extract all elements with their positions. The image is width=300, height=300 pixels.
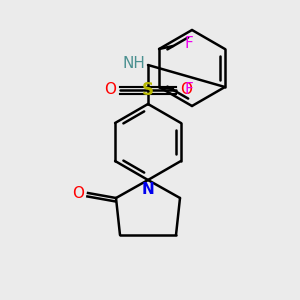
Text: F: F — [185, 82, 194, 98]
Text: O: O — [72, 185, 84, 200]
Text: O: O — [180, 82, 192, 98]
Text: O: O — [104, 82, 116, 98]
Text: F: F — [185, 37, 194, 52]
Text: NH: NH — [123, 56, 146, 71]
Text: N: N — [142, 182, 154, 197]
Text: S: S — [142, 81, 154, 99]
